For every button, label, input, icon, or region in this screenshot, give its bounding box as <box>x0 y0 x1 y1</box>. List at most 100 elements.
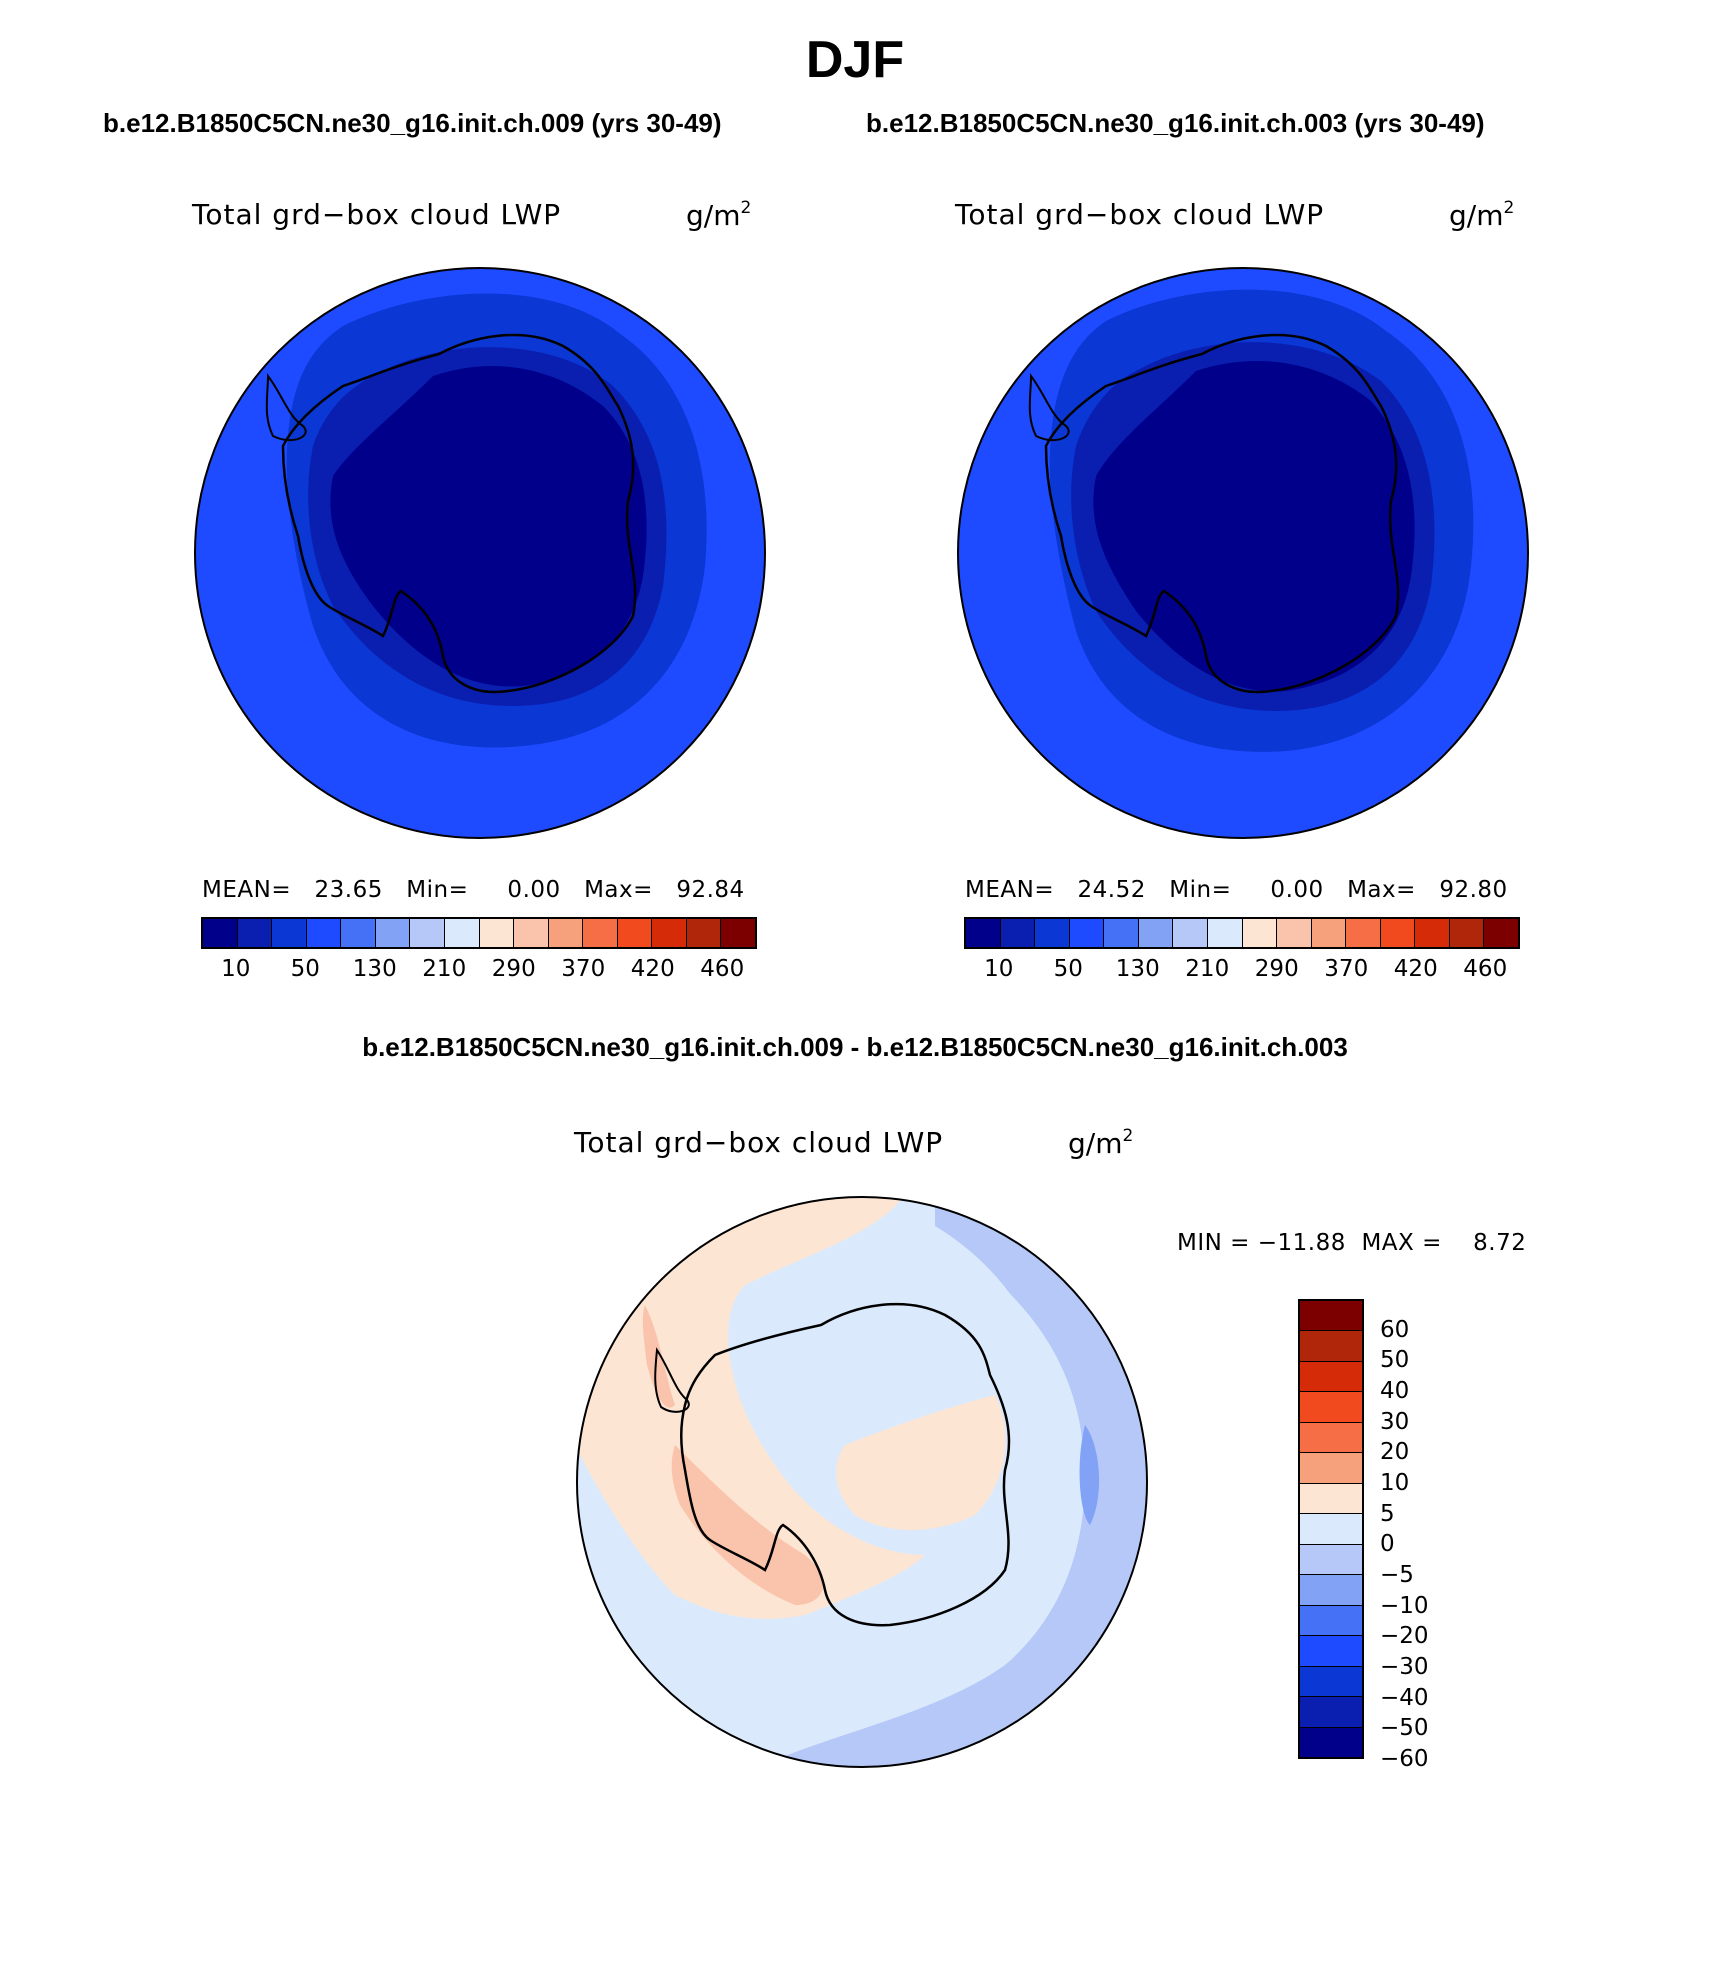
colorbar-cell <box>1346 919 1381 947</box>
colorbar-tick-label: 60 <box>1380 1316 1410 1343</box>
colorbar-cell <box>1300 1483 1362 1515</box>
colorbar-tick-label: 10 <box>1380 1470 1410 1496</box>
colorbar-cell <box>1300 1361 1362 1393</box>
figure-title: DJF <box>805 31 905 89</box>
diff-negative-strong-region <box>1079 1425 1100 1525</box>
colorbar-cell <box>1449 919 1485 947</box>
colorbar-cell <box>1300 1697 1362 1728</box>
colorbar-cell <box>1300 1636 1362 1667</box>
colorbar-cell <box>1300 1605 1362 1637</box>
lwp-band-core <box>330 366 647 687</box>
right-stats: MEAN= 24.52 Min= 0.00 Max= 92.80 <box>965 877 1508 903</box>
colorbar-tick-label: 40 <box>1380 1378 1410 1404</box>
colorbar-cell <box>686 919 722 947</box>
colorbar-tick-label: 460 <box>700 956 745 982</box>
diff-positive-region <box>577 1197 925 1619</box>
colorbar-cell <box>1300 1301 1362 1332</box>
colorbar-tick-label: 10 <box>221 956 251 982</box>
antarctic-peninsula-coastline <box>654 1347 690 1413</box>
colorbar-tick-label: 370 <box>561 956 606 982</box>
antarctic-peninsula-coastline <box>1028 372 1070 442</box>
colorbar-cell <box>1277 919 1312 947</box>
colorbar-tick-label: 130 <box>352 956 397 982</box>
left-stats: MEAN= 23.65 Min= 0.00 Max= 92.84 <box>202 877 745 903</box>
diff-bg-region <box>775 1215 1063 1696</box>
right-variable-label: Total grd−box cloud LWP <box>955 198 1325 231</box>
colorbar-tick-label: 30 <box>1380 1408 1410 1435</box>
colorbar-tick-label: 10 <box>984 956 1014 982</box>
right-units-label: g/m2 <box>1449 198 1515 232</box>
colorbar-tick-label: 370 <box>1324 956 1369 982</box>
diff-positive-region <box>836 1395 1006 1530</box>
right-colorbar <box>964 917 1520 949</box>
colorbar-cell <box>617 919 653 947</box>
colorbar-cell <box>272 919 307 947</box>
diff-stats: MIN = −11.88 MAX = 8.72 <box>1177 1230 1527 1256</box>
colorbar-cell <box>1242 919 1278 947</box>
diff-units-label: g/m2 <box>1068 1126 1134 1160</box>
diff-negative-region <box>755 1197 1147 1767</box>
difference-colorbar <box>1298 1299 1364 1759</box>
colorbar-tick-label: −10 <box>1380 1592 1429 1619</box>
left-variable-label: Total grd−box cloud LWP <box>192 198 562 231</box>
colorbar-tick-label: 420 <box>1393 956 1438 982</box>
colorbar-cell <box>479 919 515 947</box>
colorbar-cell <box>1069 919 1105 947</box>
colorbar-cell <box>1311 919 1347 947</box>
diff-positive-strong-region <box>642 1305 675 1408</box>
colorbar-tick-label: 20 <box>1380 1439 1410 1466</box>
left-case-title: b.e12.B1850C5CN.ne30_g16.init.ch.009 (yr… <box>103 108 722 138</box>
colorbar-cell <box>444 919 480 947</box>
diff-variable-label: Total grd−box cloud LWP <box>574 1126 944 1159</box>
colorbar-cell <box>1300 1727 1362 1758</box>
colorbar-cell <box>1300 1544 1362 1576</box>
colorbar-tick-label: 290 <box>491 956 536 982</box>
colorbar-cell <box>1380 919 1416 947</box>
colorbar-tick-label: 50 <box>1380 1347 1410 1374</box>
colorbar-cell <box>1300 1666 1362 1698</box>
colorbar-tick-label: 460 <box>1463 956 1508 982</box>
colorbar-cell <box>1415 919 1450 947</box>
colorbar-cell <box>1300 1514 1362 1545</box>
colorbar-cell <box>652 919 687 947</box>
colorbar-cell <box>1207 919 1243 947</box>
colorbar-cell <box>548 919 584 947</box>
colorbar-cell <box>1300 1575 1362 1606</box>
colorbar-tick-label: 420 <box>630 956 675 982</box>
antarctica-coastline <box>281 333 637 694</box>
colorbar-tick-label: 290 <box>1254 956 1299 982</box>
colorbar-cell <box>1035 919 1070 947</box>
right-polar-map <box>957 267 1529 839</box>
colorbar-tick-label: 210 <box>1185 956 1230 982</box>
left-polar-map <box>194 267 766 839</box>
colorbar-tick-label: 210 <box>422 956 467 982</box>
colorbar-cell <box>1138 919 1174 947</box>
antarctica-coastline <box>1044 333 1400 694</box>
colorbar-cell <box>1300 1422 1362 1454</box>
colorbar-tick-label: 130 <box>1115 956 1160 982</box>
colorbar-cell <box>1300 1453 1362 1484</box>
difference-title: b.e12.B1850C5CN.ne30_g16.init.ch.009 - b… <box>362 1032 1348 1062</box>
colorbar-tick-label: −5 <box>1380 1562 1414 1588</box>
map-boundary <box>576 1196 1148 1768</box>
colorbar-cell <box>1000 919 1036 947</box>
colorbar-cell <box>306 919 342 947</box>
colorbar-cell <box>375 919 411 947</box>
diff-positive-strong-region <box>671 1445 824 1605</box>
colorbar-cell <box>341 919 376 947</box>
colorbar-cell <box>203 919 238 947</box>
colorbar-cell <box>1104 919 1139 947</box>
colorbar-cell <box>1484 919 1518 947</box>
colorbar-tick-label: −60 <box>1380 1746 1429 1772</box>
colorbar-tick-label: 5 <box>1380 1500 1395 1527</box>
colorbar-cell <box>1300 1331 1362 1362</box>
antarctica-coastline <box>680 1302 1011 1627</box>
colorbar-tick-label: −20 <box>1380 1623 1429 1650</box>
colorbar-cell <box>583 919 618 947</box>
map-boundary <box>194 267 766 839</box>
colorbar-tick-label: −50 <box>1380 1715 1429 1742</box>
colorbar-tick-label: 0 <box>1380 1531 1395 1558</box>
map-boundary <box>957 267 1529 839</box>
colorbar-cell <box>1300 1392 1362 1423</box>
colorbar-cell <box>514 919 549 947</box>
